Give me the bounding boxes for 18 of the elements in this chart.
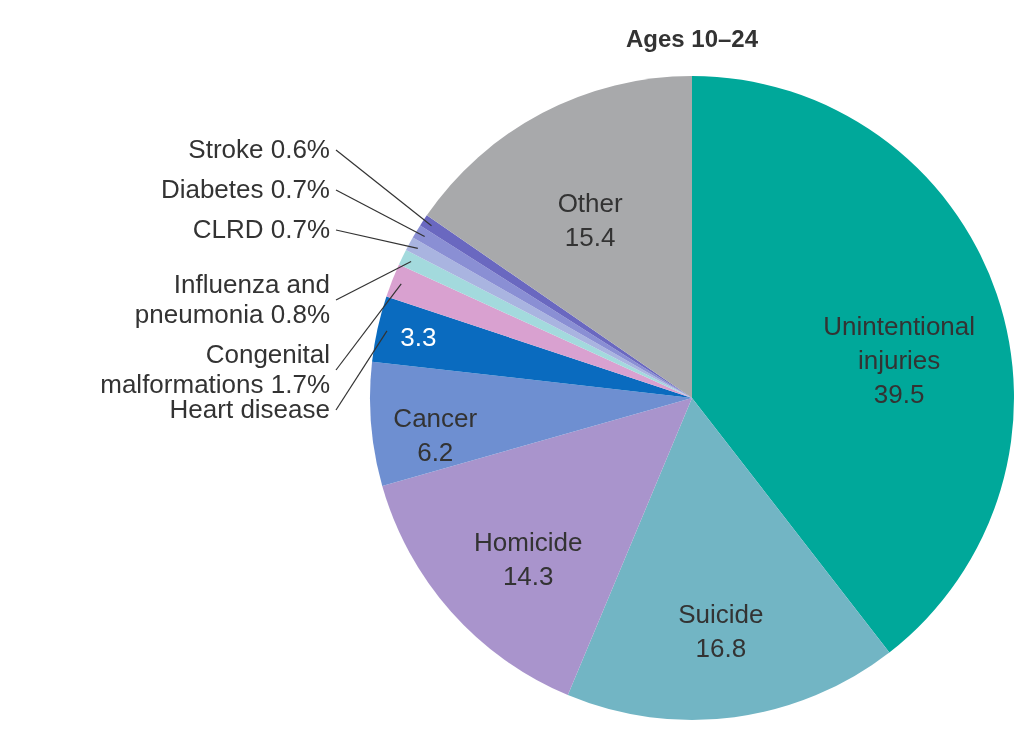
- slice-label: Influenza and pneumonia 0.8%: [134, 269, 330, 329]
- slice-label: Suicide: [678, 599, 764, 630]
- slice-label: Cancer: [393, 403, 478, 434]
- pie-slice: [372, 296, 692, 398]
- data-label: 3.3: [400, 321, 437, 352]
- data-label: 15.4: [564, 222, 616, 253]
- pie-slice: [370, 361, 692, 486]
- data-label: 39.5: [873, 379, 925, 410]
- data-label: 14.3: [502, 561, 554, 592]
- slice-label: Diabetes 0.7%: [160, 174, 330, 204]
- slice-label: Homicide: [474, 527, 583, 558]
- slice-label: Other: [557, 188, 623, 219]
- slice-label: Unintentional injuries: [823, 311, 976, 376]
- slice-label: Stroke 0.6%: [188, 134, 330, 164]
- slice-label: CLRD 0.7%: [192, 214, 330, 244]
- chart-title: Ages 10–24: [625, 25, 759, 52]
- data-label: 6.2: [417, 437, 454, 468]
- data-label: 16.8: [695, 633, 747, 664]
